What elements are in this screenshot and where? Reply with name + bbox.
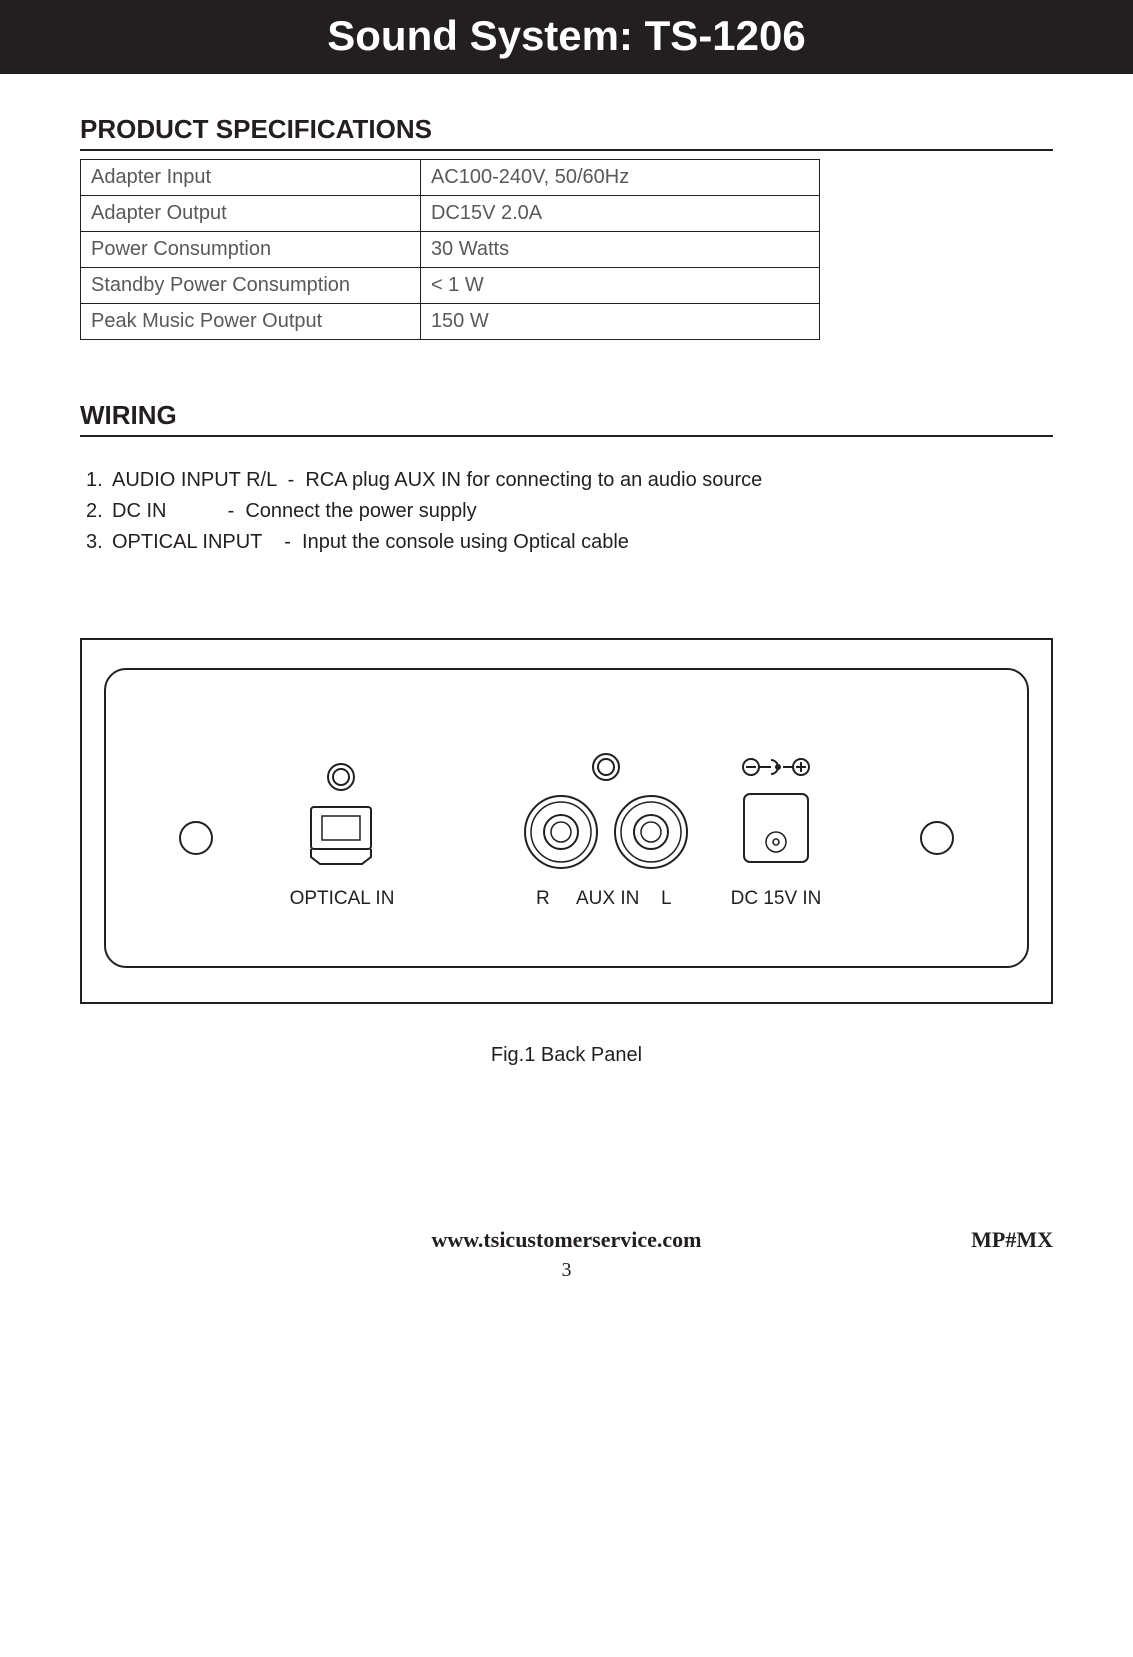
mount-hole-left-icon xyxy=(176,818,216,858)
wiring-heading: WIRING xyxy=(80,400,1053,431)
optical-in-icon xyxy=(296,762,386,882)
spec-value: 30 Watts xyxy=(420,232,819,268)
spec-value: 150 W xyxy=(420,304,819,340)
list-item: 2.DC IN - Connect the power supply xyxy=(86,496,1053,527)
wiring-num: 2. xyxy=(86,496,112,527)
table-row: Standby Power Consumption< 1 W xyxy=(81,268,820,304)
table-row: Adapter OutputDC15V 2.0A xyxy=(81,196,820,232)
wiring-num: 3. xyxy=(86,527,112,558)
spec-label: Peak Music Power Output xyxy=(81,304,421,340)
wiring-term: AUDIO INPUT R/L - xyxy=(112,465,305,496)
spec-label: Adapter Input xyxy=(81,160,421,196)
page-title: Sound System: TS-1206 xyxy=(327,12,805,59)
optical-in-label: OPTICAL IN xyxy=(282,888,402,910)
specs-heading: PRODUCT SPECIFICATIONS xyxy=(80,114,1053,145)
spec-value: < 1 W xyxy=(420,268,819,304)
aux-r-label: R xyxy=(536,888,550,910)
dc-in-icon xyxy=(721,752,831,882)
spec-label: Standby Power Consumption xyxy=(81,268,421,304)
wiring-term: DC IN - xyxy=(112,496,245,527)
page-number: 3 xyxy=(80,1259,1053,1282)
footer-code: MP#MX xyxy=(971,1227,1053,1253)
aux-in-label: AUX IN xyxy=(576,888,639,910)
wiring-num: 1. xyxy=(86,465,112,496)
spec-value: DC15V 2.0A xyxy=(420,196,819,232)
wiring-desc: Connect the power supply xyxy=(245,496,476,527)
spec-table: Adapter InputAC100-240V, 50/60HzAdapter … xyxy=(80,159,820,340)
dc-in-label: DC 15V IN xyxy=(726,888,826,910)
wiring-term: OPTICAL INPUT - xyxy=(112,527,302,558)
spec-value: AC100-240V, 50/60Hz xyxy=(420,160,819,196)
back-panel-inner: OPTICAL IN R AUX IN L xyxy=(104,668,1029,968)
back-panel-outer: OPTICAL IN R AUX IN L xyxy=(80,638,1053,1004)
list-item: 3.OPTICAL INPUT - Input the console usin… xyxy=(86,527,1053,558)
wiring-desc: RCA plug AUX IN for connecting to an aud… xyxy=(305,465,762,496)
footer: www.tsicustomerservice.com MP#MX xyxy=(80,1227,1053,1253)
mount-hole-right-icon xyxy=(917,818,957,858)
table-row: Adapter InputAC100-240V, 50/60Hz xyxy=(81,160,820,196)
wiring-list: 1.AUDIO INPUT R/L - RCA plug AUX IN for … xyxy=(86,465,1053,558)
table-row: Power Consumption30 Watts xyxy=(81,232,820,268)
spec-label: Power Consumption xyxy=(81,232,421,268)
wiring-rule xyxy=(80,435,1053,437)
specs-rule xyxy=(80,149,1053,151)
list-item: 1.AUDIO INPUT R/L - RCA plug AUX IN for … xyxy=(86,465,1053,496)
footer-url: www.tsicustomerservice.com xyxy=(431,1227,701,1253)
wiring-desc: Input the console using Optical cable xyxy=(302,527,629,558)
spec-label: Adapter Output xyxy=(81,196,421,232)
table-row: Peak Music Power Output150 W xyxy=(81,304,820,340)
page-title-bar: Sound System: TS-1206 xyxy=(0,0,1133,74)
aux-l-label: L xyxy=(661,888,672,910)
aux-in-icon xyxy=(506,752,706,882)
figure-caption: Fig.1 Back Panel xyxy=(80,1044,1053,1067)
